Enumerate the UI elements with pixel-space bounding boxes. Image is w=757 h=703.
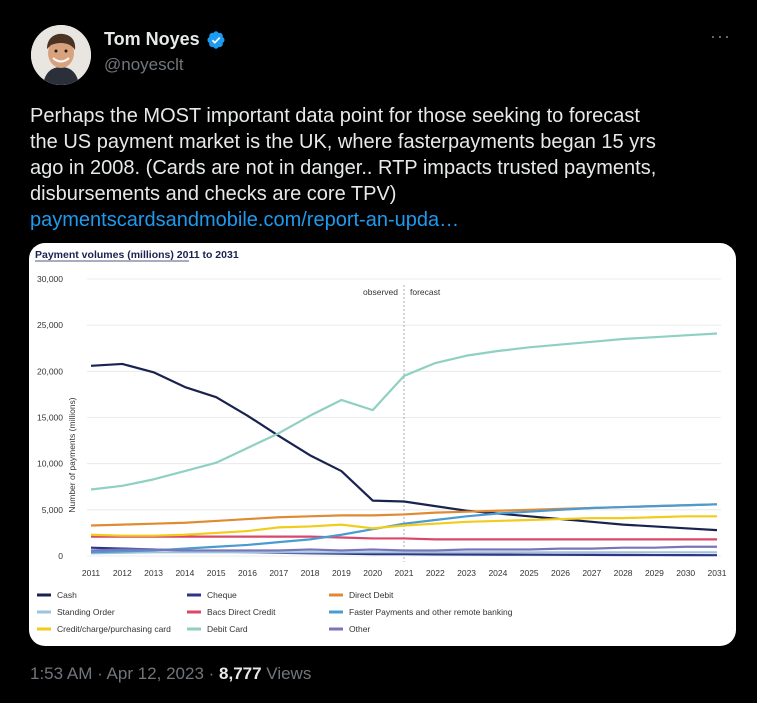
tweet-timestamp[interactable]: 1:53 AM · Apr 12, 2023 · <box>30 664 220 683</box>
observed-label: observed <box>363 287 398 297</box>
legend-label: Debit Card <box>207 624 248 634</box>
x-tick-label: 2021 <box>395 568 414 578</box>
tweet-meta: 1:53 AM · Apr 12, 2023 · 8,777 Views <box>30 664 311 684</box>
chart-title: Payment volumes (millions) 2011 to 2031 <box>35 249 239 261</box>
x-tick-label: 2019 <box>332 568 351 578</box>
legend-label: Cheque <box>207 590 237 600</box>
tweet-text: Perhaps the MOST important data point fo… <box>30 103 730 233</box>
x-tick-label: 2027 <box>582 568 601 578</box>
legend-label: Direct Debit <box>349 590 394 600</box>
more-dots-icon[interactable]: ··· <box>710 26 731 46</box>
x-tick-label: 2016 <box>238 568 257 578</box>
x-tick-label: 2025 <box>520 568 539 578</box>
author-handle[interactable]: @noyesclt <box>104 55 184 74</box>
y-axis-label: Number of payments (millions) <box>67 397 77 512</box>
series-line-other <box>90 545 717 552</box>
tweet-line: disbursements and checks are core TPV) <box>30 183 397 205</box>
tweet-line: ago in 2008. (Cards are not in danger.. … <box>30 157 657 179</box>
x-tick-label: 2015 <box>207 568 226 578</box>
x-tick-label: 2024 <box>488 568 507 578</box>
tweet-line: the US payment market is the UK, where f… <box>30 131 656 153</box>
x-tick-label: 2030 <box>676 568 695 578</box>
legend-label: Standing Order <box>57 607 115 617</box>
legend-label: Other <box>349 624 370 634</box>
x-tick-label: 2013 <box>144 568 163 578</box>
legend-label: Credit/charge/purchasing card <box>57 624 171 634</box>
x-tick-label: 2023 <box>457 568 476 578</box>
x-tick-label: 2028 <box>614 568 633 578</box>
x-tick-label: 2022 <box>426 568 445 578</box>
x-tick-label: 2012 <box>113 568 132 578</box>
x-tick-label: 2029 <box>645 568 664 578</box>
tweet-media-chart[interactable]: Payment volumes (millions) 2011 to 2031 … <box>29 243 736 646</box>
y-tick-label: 30,000 <box>37 274 63 284</box>
y-tick-label: 15,000 <box>37 413 63 423</box>
y-tick-label: 0 <box>58 551 63 561</box>
legend-label: Faster Payments and other remote banking <box>349 607 513 617</box>
x-tick-label: 2014 <box>175 568 194 578</box>
x-tick-label: 2020 <box>363 568 382 578</box>
y-tick-label: 25,000 <box>37 320 63 330</box>
series-line-faster-payments-and-other-remote-banking <box>90 503 718 554</box>
series-line-bacs-direct-credit <box>91 535 717 541</box>
legend-label: Bacs Direct Credit <box>207 607 276 617</box>
x-tick-label: 2018 <box>301 568 320 578</box>
tweet-link[interactable]: paymentscardsandmobile.com/report-an-upd… <box>30 209 460 231</box>
series-line-standing-order <box>90 551 717 555</box>
forecast-label: forecast <box>410 287 441 297</box>
author-row: Tom Noyes <box>104 29 226 50</box>
x-tick-label: 2031 <box>708 568 727 578</box>
x-tick-label: 2017 <box>269 568 288 578</box>
avatar-image <box>31 25 91 85</box>
views-count: 8,777 <box>219 664 262 683</box>
legend-label: Cash <box>57 590 77 600</box>
verified-badge-icon <box>207 30 225 49</box>
y-tick-label: 10,000 <box>37 459 63 469</box>
y-tick-label: 20,000 <box>37 366 63 376</box>
tweet-line: Perhaps the MOST important data point fo… <box>30 105 640 127</box>
series-line-cash <box>90 362 718 532</box>
avatar[interactable] <box>31 25 91 85</box>
series-line-credit-charge-purchasing-card <box>90 515 717 537</box>
payment-volumes-chart: Payment volumes (millions) 2011 to 2031 … <box>35 249 727 634</box>
x-tick-label: 2011 <box>82 568 101 578</box>
author-name[interactable]: Tom Noyes <box>104 29 200 49</box>
x-tick-label: 2026 <box>551 568 570 578</box>
views-label: Views <box>261 664 312 683</box>
series-line-debit-card <box>90 332 718 491</box>
y-tick-label: 5,000 <box>42 505 64 515</box>
